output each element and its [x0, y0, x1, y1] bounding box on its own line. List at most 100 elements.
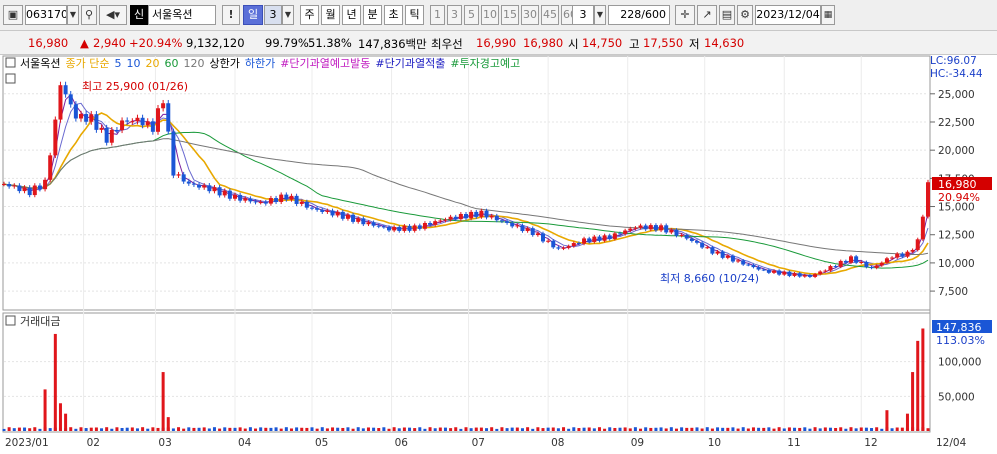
volume-bar [218, 428, 222, 431]
tick-button-5[interactable]: 5 [464, 5, 479, 25]
candle-body [351, 214, 356, 222]
candle-body [448, 216, 453, 220]
volume-bar [741, 427, 745, 431]
sound-icon[interactable]: ◀▾ [99, 5, 127, 25]
volume-bar [120, 428, 124, 431]
tick-button-45[interactable]: 45 [541, 5, 559, 25]
tick-button-3[interactable]: 3 [447, 5, 462, 25]
period-button-1[interactable]: 월 [321, 5, 340, 25]
date-tick-label: 03 [158, 437, 171, 449]
candle-body [905, 251, 910, 257]
candle-body [623, 230, 628, 234]
candle-body [592, 236, 597, 242]
volume-bar [464, 427, 468, 431]
volume-bar [372, 427, 376, 431]
tick-button-10[interactable]: 10 [481, 5, 499, 25]
candle-body [674, 229, 679, 236]
candle-body [104, 127, 109, 143]
volume-bar [387, 428, 391, 431]
candle-body [761, 269, 766, 271]
panel-settings-icon[interactable] [5, 73, 16, 84]
candles [2, 81, 930, 279]
date-tick-label: 09 [631, 437, 644, 449]
legend-item-3: 10 [126, 57, 140, 70]
legend-item-1: 종가 단순 [65, 57, 109, 70]
code-dropdown-icon[interactable]: ▼ [67, 5, 79, 25]
panel-menu-icon[interactable] [5, 57, 16, 68]
date-input[interactable]: 2023/12/04 [755, 5, 821, 25]
tick-button-15[interactable]: 15 [501, 5, 519, 25]
period-button-2[interactable]: 년 [342, 5, 361, 25]
candle-body [849, 256, 853, 263]
date-tick-label: 2023/01 [5, 437, 49, 449]
candle-body [37, 185, 42, 190]
search-icon[interactable]: ⚲ [81, 5, 97, 25]
tick-button-1[interactable]: 1 [430, 5, 445, 25]
candle-body [73, 104, 78, 119]
volume-bar [341, 427, 345, 431]
volume-bar [295, 427, 299, 431]
current-price-tag [932, 177, 992, 190]
period-dropdown-icon[interactable]: ▼ [282, 5, 294, 25]
turnover-rate: 51.38% [308, 36, 352, 50]
candle-body [299, 201, 304, 204]
period-number-input[interactable]: 3 [264, 5, 282, 25]
warning-button[interactable]: ! [222, 5, 240, 25]
volume-tick-label: 50,000 [938, 391, 975, 403]
volume-bar [772, 428, 776, 431]
price-tick-label: 15,000 [938, 202, 975, 214]
best-ask: 16,990 [476, 36, 517, 50]
volume-bar [356, 427, 360, 431]
window-menu-icon[interactable]: ▣ [3, 5, 23, 25]
price-tick-label: 25,000 [938, 89, 975, 101]
tick-button-30[interactable]: 30 [521, 5, 539, 25]
gear-icon[interactable]: ⚙ [737, 5, 753, 25]
candle-body [315, 208, 320, 210]
period-day-button[interactable]: 일 [243, 5, 263, 25]
volume-bar [828, 427, 832, 431]
volume-bar [685, 427, 689, 431]
candle-body [725, 255, 730, 258]
volume-bar [880, 428, 884, 431]
volume-bar [562, 427, 566, 431]
candle-body [859, 261, 864, 263]
volume-spike-bar [916, 340, 920, 431]
draw-tool-icon[interactable]: ↗ [697, 5, 717, 25]
candle-body [484, 210, 489, 218]
crosshair-icon[interactable]: ✛ [675, 5, 695, 25]
volume-panel-menu-icon[interactable] [5, 315, 16, 326]
save-icon[interactable]: ▤ [719, 5, 735, 25]
tick-dropdown-icon[interactable]: ▼ [594, 5, 606, 25]
volume-bar [361, 428, 365, 431]
volume-bar [705, 427, 709, 431]
candle-body [330, 210, 335, 216]
period-button-0[interactable]: 주 [300, 5, 319, 25]
candle-body [186, 181, 191, 184]
volume-bar [623, 427, 627, 431]
candle-body [664, 225, 669, 233]
period-button-4[interactable]: 초 [384, 5, 403, 25]
volume-tick-label: 100,000 [938, 357, 981, 369]
stock-chart[interactable]: 25,00022,50020,00017,50015,00012,50010,0… [0, 55, 997, 454]
candle-body [884, 258, 889, 263]
volume-bar [69, 427, 73, 431]
code-input[interactable]: 063170 [25, 5, 67, 25]
candle-body [802, 274, 807, 277]
count-field[interactable]: 228/600 [608, 5, 670, 25]
volume-bar [654, 427, 658, 431]
period-button-5[interactable]: 틱 [405, 5, 424, 25]
volume-bar [243, 428, 247, 431]
calendar-icon[interactable]: ▦ [821, 5, 835, 25]
legend-item-9: #단기과열예고발동 [280, 57, 370, 70]
stock-name-input[interactable]: 서울옥션 [148, 5, 216, 25]
volume-bar [777, 427, 781, 431]
volume-bar [926, 428, 930, 431]
volume-bar [582, 427, 586, 431]
period-button-3[interactable]: 분 [363, 5, 382, 25]
tick-select[interactable]: 3 [572, 5, 594, 25]
volume-bar [187, 427, 191, 431]
candle-body [525, 228, 530, 232]
candle-body [469, 211, 474, 219]
volume-bar [223, 427, 227, 431]
